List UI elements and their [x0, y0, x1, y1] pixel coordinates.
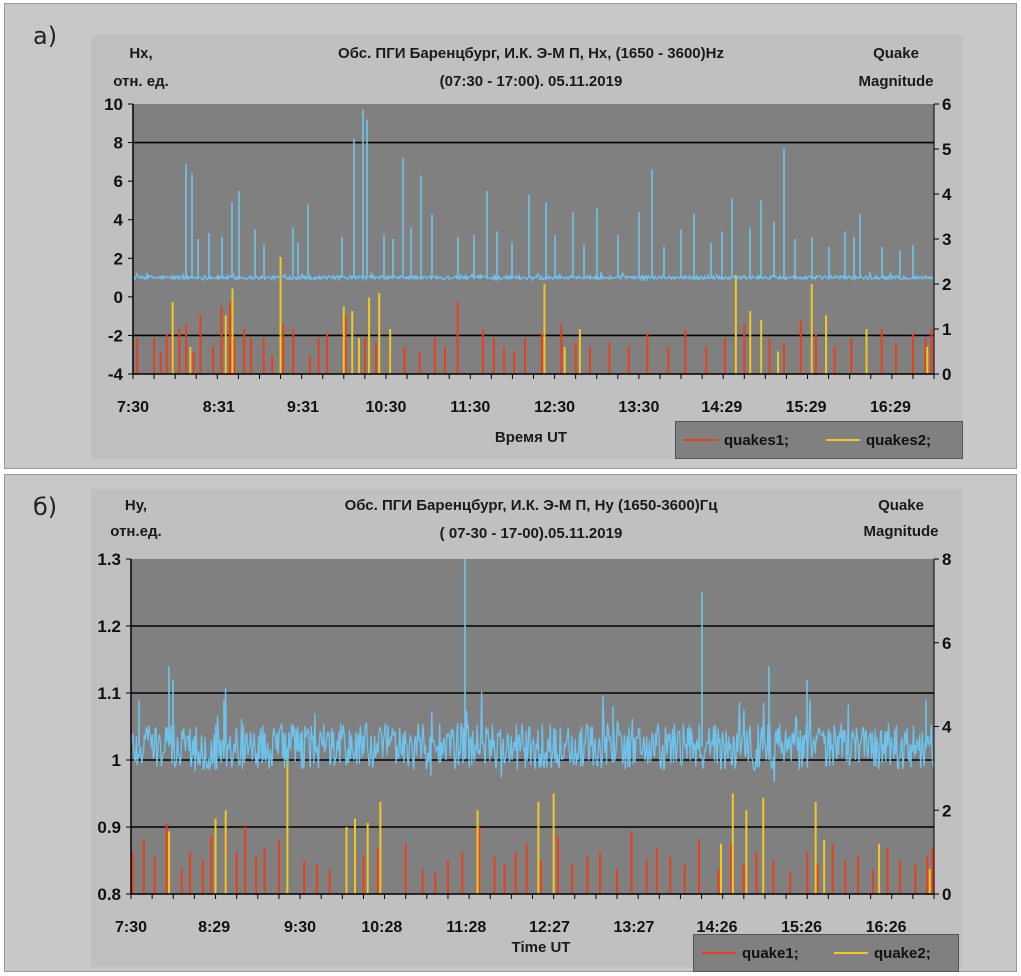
x-tick-label: 12:27	[529, 919, 570, 936]
panel-b: б) Hy, отн.ед. Обс. ПГИ Баренцбург, И.К.…	[4, 474, 1017, 972]
y-tick-label: 10	[104, 95, 123, 114]
legend-label-quake2: quake2;	[874, 944, 931, 962]
x-tick-label: 9:30	[284, 919, 316, 936]
x-tick-label: 15:26	[781, 919, 822, 936]
y2-tick-label: 5	[942, 140, 951, 159]
y-tick-label: 8	[114, 134, 123, 153]
y-tick-label: 1.2	[97, 617, 121, 636]
x-tick-label: 12:30	[534, 399, 575, 416]
y2-tick-label: 0	[942, 365, 951, 384]
y2-tick-label: 4	[942, 185, 952, 204]
x-tick-label: 16:26	[866, 919, 907, 936]
x-axis-title: Time UT	[511, 939, 571, 956]
legend-hx: quakes1; quakes2;	[675, 421, 963, 459]
y2-tick-label: 2	[942, 275, 951, 294]
y-axis-label-line2: отн. ед.	[113, 73, 169, 90]
x-tick-label: 14:26	[697, 919, 738, 936]
y2-axis-label-line1: Quake	[878, 497, 924, 514]
x-tick-label: 7:30	[115, 919, 147, 936]
Hx-trace	[132, 270, 935, 282]
panel-a: а) Hx, отн. ед. Обс. ПГИ Баренцбург, И.К…	[4, 3, 1017, 469]
panel-letter: а)	[33, 22, 58, 50]
x-tick-label: 11:28	[446, 919, 486, 936]
y-tick-label: 0.9	[97, 818, 121, 837]
legend-swatch-quake2	[834, 952, 868, 954]
y-axis-label-line2: отн.ед.	[110, 523, 162, 540]
chart-title-line1: Обс. ПГИ Баренцбург, И.К. Э-М П, Hx, (16…	[338, 45, 724, 62]
y-axis-label-line1: Hy,	[124, 497, 148, 514]
y-tick-label: 2	[114, 249, 123, 268]
x-axis-title: Время UT	[494, 429, 568, 446]
y-tick-label: -2	[108, 326, 123, 345]
x-tick-label: 10:28	[361, 919, 402, 936]
x-tick-label: 11:30	[450, 399, 490, 416]
legend-swatch-quakes1	[684, 439, 718, 441]
legend-label-quakes1: quakes1;	[724, 431, 790, 449]
legend-hy: quake1; quake2;	[693, 934, 959, 972]
legend-label-quakes2: quakes2;	[866, 431, 932, 449]
y-tick-label: 1.1	[97, 684, 121, 703]
plot-background	[131, 559, 934, 894]
y2-tick-label: 4	[942, 718, 952, 737]
chart-title-line1: Обс. ПГИ Баренцбург, И.К. Э-М П, Hy (165…	[344, 497, 718, 514]
y-tick-label: 0.8	[97, 885, 121, 904]
legend-item-quakes2: quakes2;	[826, 422, 931, 458]
chart-title-line2: (07:30 - 17:00). 05.11.2019	[439, 73, 623, 90]
y-tick-label: 1	[112, 751, 121, 770]
legend-label-quake1: quake1;	[742, 944, 799, 962]
legend-swatch-quake1	[702, 952, 736, 954]
hy-plot: 1.3 1.2 1.1 1 0.9 0.8 8 6 4 2 0 7:30 8:29 9:30 10:28 11…	[97, 550, 952, 936]
x-tick-label: 8:31	[203, 399, 235, 416]
x-tick-label: 13:27	[613, 919, 654, 936]
y2-tick-label: 2	[942, 801, 951, 820]
y-axis-label-line1: Hx,	[129, 45, 153, 62]
y2-tick-label: 0	[942, 885, 951, 904]
legend-item-quake2: quake2;	[834, 935, 931, 971]
Hy-trace	[130, 687, 935, 783]
y-tick-label: 4	[114, 211, 124, 230]
x-tick-label: 15:29	[786, 399, 827, 416]
y-tick-label: -4	[108, 365, 124, 384]
x-tick-label: 8:29	[198, 919, 230, 936]
plot-background	[133, 104, 934, 374]
x-tick-label: 14:29	[701, 399, 742, 416]
x-tick-label: 16:29	[870, 399, 911, 416]
y-tick-label: 1.3	[97, 550, 121, 569]
y2-axis-label-line1: Quake	[873, 45, 919, 62]
x-tick-label: 7:30	[117, 399, 149, 416]
legend-item-quakes1: quakes1;	[684, 422, 789, 458]
x-tick-label: 9:31	[287, 399, 319, 416]
x-tick-label: 10:30	[365, 399, 406, 416]
y2-axis-label-line2: Magnitude	[858, 73, 934, 90]
panel-letter: б)	[33, 493, 58, 521]
chart-title-line2: ( 07-30 - 17-00).05.11.2019	[439, 525, 623, 542]
legend-swatch-quakes2	[826, 439, 860, 441]
y-tick-label: 6	[114, 172, 123, 191]
x-tick-label: 13:30	[618, 399, 659, 416]
y2-tick-label: 3	[942, 230, 951, 249]
y-tick-label: 0	[114, 288, 123, 307]
y2-tick-label: 1	[942, 320, 951, 339]
y2-tick-label: 8	[942, 550, 951, 569]
legend-item-quake1: quake1;	[702, 935, 799, 971]
y2-axis-label-line2: Magnitude	[863, 523, 939, 540]
y2-tick-label: 6	[942, 634, 951, 653]
y2-tick-label: 6	[942, 95, 951, 114]
